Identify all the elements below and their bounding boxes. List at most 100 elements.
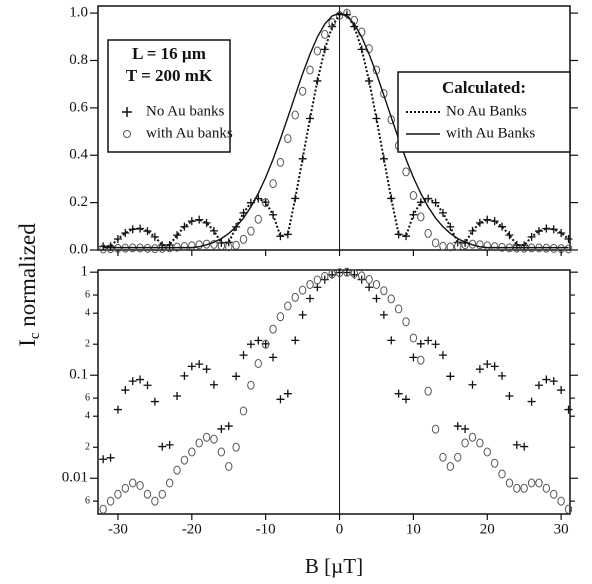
data-point: [239, 351, 248, 360]
data-point: [549, 377, 558, 386]
data-point: [239, 234, 248, 244]
data-point: [232, 372, 241, 381]
data-point: [202, 432, 211, 442]
data-point: [343, 8, 351, 18]
legend-marker: [123, 130, 131, 138]
data-point: [402, 317, 410, 327]
data-point: [313, 46, 322, 56]
data-point: [439, 452, 447, 462]
y-tick-label: 6: [85, 289, 90, 300]
data-point: [180, 371, 189, 380]
data-point: [225, 462, 233, 472]
data-point: [254, 214, 262, 224]
data-point: [387, 294, 395, 304]
data-point: [261, 339, 270, 349]
data-point: [490, 217, 499, 226]
data-point: [424, 228, 432, 238]
data-point: [195, 360, 204, 369]
y-tick-label: 0.4: [69, 147, 88, 163]
data-point: [409, 353, 418, 362]
data-point: [195, 240, 203, 250]
data-point: [549, 225, 558, 234]
y-tick-label: 6: [85, 495, 90, 506]
data-point: [106, 453, 115, 462]
y-axis-label: Ic normalized: [15, 223, 43, 347]
y-tick-label: 0.8: [69, 52, 88, 68]
data-point: [298, 86, 307, 96]
data-point: [520, 442, 529, 451]
x-tick-label: 20: [480, 521, 495, 537]
data-point: [284, 134, 292, 144]
data-point: [402, 395, 411, 404]
data-point: [335, 268, 344, 278]
data-point: [380, 89, 388, 99]
data-point: [305, 294, 314, 303]
annotation: L = 16 µm: [132, 44, 206, 63]
data-point: [225, 242, 233, 252]
data-point: [498, 469, 506, 479]
data-point: [380, 286, 388, 296]
data-point: [261, 198, 270, 208]
y-tick-label: 0.1: [69, 367, 88, 383]
y-tick-label: 6: [85, 392, 90, 403]
data-point: [490, 362, 499, 371]
data-point: [99, 244, 107, 254]
data-point: [291, 110, 299, 120]
data-point: [128, 377, 137, 386]
x-axis-label: B [µT]: [305, 554, 363, 578]
data-point: [158, 243, 166, 253]
data-point: [180, 241, 189, 251]
data-point: [261, 339, 270, 348]
data-point: [276, 157, 285, 167]
data-point: [402, 167, 410, 177]
data-point: [129, 478, 137, 488]
y-label-sub: c: [27, 332, 43, 339]
legend-marker: [122, 107, 132, 117]
legend-label: No Au Banks: [446, 103, 527, 119]
data-point: [210, 239, 218, 249]
y-tick-label: 1: [81, 264, 89, 280]
data-point: [468, 226, 477, 235]
data-point: [387, 336, 396, 345]
data-point: [542, 483, 551, 493]
y-tick-label: 1.0: [69, 5, 88, 21]
data-point: [542, 375, 551, 384]
data-point: [106, 496, 115, 506]
data-point: [468, 432, 477, 442]
data-point: [298, 310, 307, 319]
data-point: [269, 179, 277, 189]
data-point: [394, 304, 403, 314]
x-tick-label: -30: [108, 521, 128, 537]
data-point: [217, 424, 226, 433]
data-point: [180, 222, 189, 231]
data-point: [461, 438, 469, 448]
data-point: [121, 386, 130, 395]
data-point: [195, 438, 203, 448]
x-tick-label: 10: [406, 521, 421, 537]
data-point: [453, 422, 462, 431]
data-point: [350, 269, 359, 279]
data-point: [232, 240, 240, 250]
data-point: [306, 65, 314, 75]
legend-label: with Au banks: [146, 125, 233, 141]
data-point: [564, 244, 573, 254]
data-point: [121, 483, 130, 493]
data-point: [276, 312, 285, 322]
data-point: [527, 397, 536, 406]
data-point: [210, 434, 218, 444]
data-point: [269, 324, 277, 334]
data-point: [269, 353, 278, 362]
x-tick-label: 30: [554, 521, 569, 537]
data-point: [439, 241, 447, 251]
y-tick-label: 0.0: [69, 241, 88, 257]
data-point: [417, 355, 425, 365]
data-point: [409, 333, 418, 343]
data-point: [557, 386, 566, 395]
data-point: [128, 225, 137, 234]
data-point: [394, 389, 403, 398]
data-point: [424, 386, 432, 396]
data-point: [232, 442, 240, 452]
data-point: [143, 489, 152, 499]
data-point: [276, 395, 285, 404]
x-tick-label: 0: [336, 521, 344, 537]
